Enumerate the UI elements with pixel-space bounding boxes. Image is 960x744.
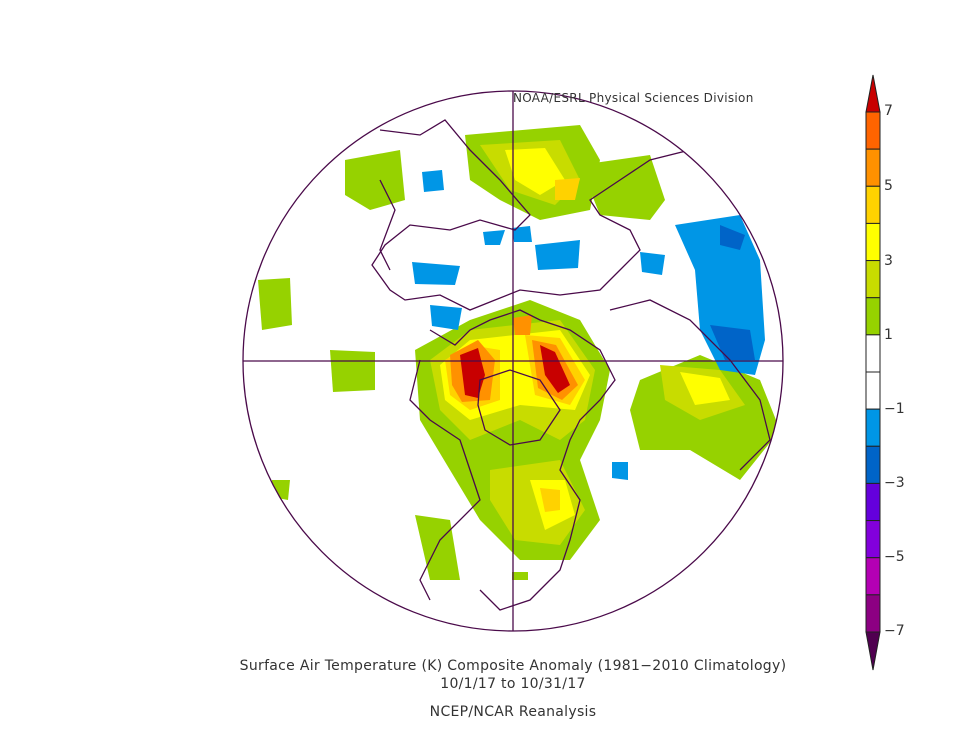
colorbar-box [865, 594, 881, 633]
caption-source: NCEP/NCAR Reanalysis [429, 704, 597, 720]
colorbar-box [865, 445, 881, 484]
colorbar-box [865, 557, 881, 596]
credit-label: NOAA/ESRL Physical Sciences Division [513, 91, 754, 105]
colorbar-tick: 5 [884, 178, 893, 194]
colorbar-box [865, 371, 881, 410]
colorbar-box [865, 297, 881, 336]
colorbar-tick: −3 [884, 475, 905, 491]
colorbar-box [865, 111, 881, 150]
colorbar-tick: 7 [884, 103, 893, 119]
coastlines [371, 119, 771, 611]
colorbar-box [865, 185, 881, 224]
caption-dates: 10/1/17 to 10/31/17 [440, 676, 586, 692]
anomaly-fields [258, 119, 780, 611]
caption-title: Surface Air Temperature (K) Composite An… [239, 658, 787, 674]
colorbar-box [865, 260, 881, 299]
colorbar-tick: 1 [884, 327, 893, 343]
colorbar-box [865, 520, 881, 559]
colorbar-box [865, 482, 881, 522]
colorbar-tick: −5 [884, 549, 905, 565]
colorbar-tick: 3 [884, 253, 893, 269]
colorbar-tick: −1 [884, 401, 905, 417]
colorbar-box [865, 222, 881, 262]
colorbar-box [865, 334, 881, 373]
colorbar-upper-arrow [865, 74, 881, 113]
graticule [242, 90, 784, 632]
colorbar-tick: −7 [884, 623, 905, 639]
colorbar-box [865, 148, 881, 187]
colorbar [865, 74, 881, 671]
colorbar-box [865, 408, 881, 447]
